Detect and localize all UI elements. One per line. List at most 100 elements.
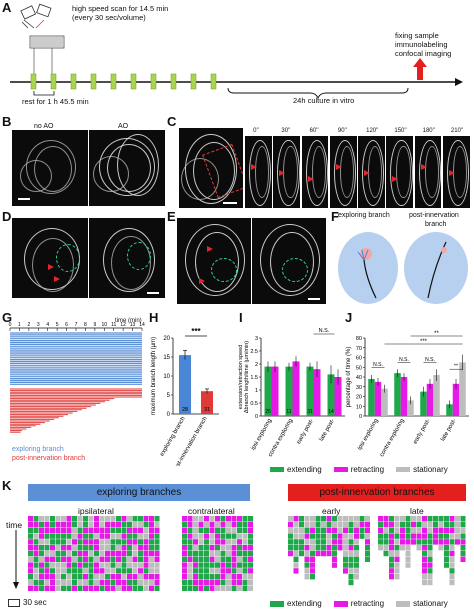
k-ipsi-cell: [72, 545, 77, 551]
j-ytick-label: 50: [356, 365, 362, 371]
k-late-cell: [405, 556, 411, 562]
k-contra-cell: [237, 579, 242, 586]
k-contra-cell: [209, 521, 215, 528]
i-bar: [264, 366, 272, 416]
k-late-cell: [389, 545, 394, 551]
k-ipsi-cell: [121, 562, 127, 568]
g-tick-label: 1: [18, 322, 21, 328]
k-ipsi-cell: [66, 556, 72, 562]
k-late-cell: [411, 516, 416, 522]
k-late-cell: [405, 516, 411, 522]
k-ipsi-cell: [143, 550, 149, 557]
k-contra-cell: [187, 527, 193, 533]
k-late-cell: [394, 550, 400, 557]
panel-b-image-ao: [89, 130, 165, 206]
k-late-cell: [427, 568, 433, 574]
k-contra-cell: [187, 521, 193, 528]
k-ipsi-cell: [61, 539, 66, 545]
k-ipsi-cell: [132, 539, 138, 545]
k-contra-cell: [209, 545, 215, 551]
i-ns: N.S.: [319, 328, 330, 334]
k-contra-cell: [187, 516, 193, 522]
k-contra-cell: [231, 539, 237, 545]
k-early-cell: [354, 574, 359, 580]
k-ipsi-cell: [121, 533, 127, 539]
k-contra-cell: [187, 574, 193, 580]
k-ipsi-cell: [132, 527, 138, 533]
j-bar: [407, 400, 414, 416]
k-ipsi-cell: [143, 556, 149, 562]
k-contra-cell: [215, 533, 220, 539]
k-ipsi-cell: [105, 568, 110, 574]
k-ipsi-cell: [50, 574, 55, 580]
i-ytick-label: 2.5: [250, 349, 258, 355]
k-ipsi-cell: [88, 545, 94, 551]
k-early-cell: [310, 516, 315, 522]
k-ipsi-cell: [127, 579, 132, 586]
k-late-cell: [433, 527, 438, 533]
legend-retracting: retracting: [333, 465, 384, 474]
k-contra-cell: [248, 527, 253, 533]
time-label-4: 120'': [366, 128, 379, 134]
k-ipsi-cell: [121, 545, 127, 551]
k-ipsi-cell: [138, 516, 143, 522]
k-ipsi-cell: [33, 585, 39, 591]
k-late-cell: [405, 521, 411, 528]
k-contra-cell: [204, 516, 209, 522]
k-late-cell: [427, 574, 433, 580]
k-early-cell: [310, 527, 315, 533]
k-early-cell: [332, 527, 337, 533]
k-ipsi-cell: [116, 516, 121, 522]
k-late-cell: [427, 556, 433, 562]
time-frame-3: [329, 136, 357, 208]
k-early-cell: [359, 516, 365, 522]
time-frame-2: [301, 136, 329, 208]
k-ipsi-cell: [121, 556, 127, 562]
k-contra-cell: [187, 562, 193, 568]
k-contra-cell: [215, 550, 220, 557]
k-contra-cell: [209, 579, 215, 586]
k-ipsi-cell: [105, 545, 110, 551]
k-ipsi-cell: [149, 521, 154, 528]
k-ipsi-cell: [88, 539, 94, 545]
k-ipsi-cell: [66, 539, 72, 545]
k-contra-cell: [193, 516, 198, 522]
k-ipsi-cell: [66, 579, 72, 586]
k-contra-cell: [248, 539, 253, 545]
k-ipsi-cell: [143, 527, 149, 533]
k-late-cell: [394, 562, 400, 568]
k-late-cell: [460, 516, 466, 522]
k-ipsi-cell: [83, 556, 88, 562]
k-contra-cell: [226, 579, 231, 586]
k-ipsi-cell: [66, 521, 72, 528]
k-ipsi-cell: [66, 550, 72, 557]
k-late-cell: [389, 539, 394, 545]
k-late-cell: [422, 562, 427, 568]
k-early-cell: [326, 550, 332, 557]
label-ipsilateral: ipsilateral: [78, 506, 114, 516]
k-contra-cell: [198, 521, 204, 528]
k-contra-cell: [237, 568, 242, 574]
k-contra-cell: [187, 556, 193, 562]
k-late-cell: [460, 539, 466, 545]
k-ipsi-cell: [99, 568, 105, 574]
k-ipsi-cell: [77, 556, 83, 562]
k-late-cell: [460, 545, 466, 551]
k-ipsi-cell: [39, 539, 44, 545]
k-early-cell: [354, 568, 359, 574]
k-ipsi-cell: [94, 579, 99, 586]
k-contra-cell: [209, 533, 215, 539]
k-ipsi-cell: [132, 568, 138, 574]
exploring-branch-title: exploring branch: [338, 212, 390, 219]
k-ipsi-cell: [61, 585, 66, 591]
k-ipsi-cell: [39, 568, 44, 574]
k-ipsi-cell: [149, 550, 154, 557]
k-ipsi-cell: [143, 545, 149, 551]
k-ipsi-cell: [116, 579, 121, 586]
k-ipsi-cell: [77, 562, 83, 568]
k-late-cell: [449, 527, 455, 533]
k-ipsi-cell: [88, 562, 94, 568]
k-contra-cell: [193, 533, 198, 539]
k-ipsi-cell: [28, 539, 33, 545]
i-category-label: early post-: [296, 418, 315, 445]
